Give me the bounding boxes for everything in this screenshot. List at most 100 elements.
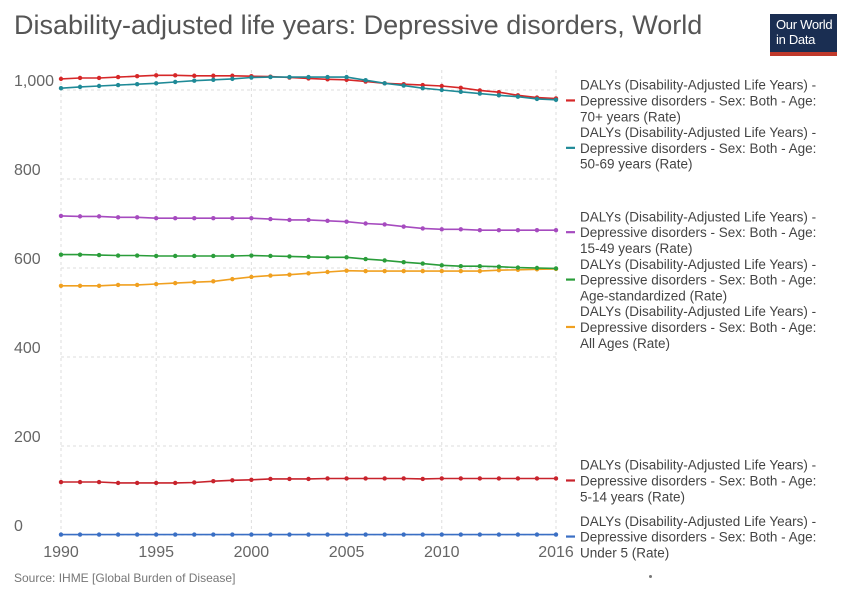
data-point[interactable]	[496, 268, 502, 273]
data-point[interactable]	[439, 476, 444, 481]
data-point[interactable]	[268, 476, 273, 482]
data-point[interactable]	[458, 264, 464, 269]
data-point[interactable]	[553, 532, 559, 537]
data-point[interactable]	[173, 532, 178, 537]
data-point[interactable]	[515, 476, 521, 481]
data-point[interactable]	[306, 271, 311, 276]
data-point[interactable]	[401, 224, 406, 229]
data-point[interactable]	[458, 532, 464, 537]
data-point[interactable]	[325, 74, 330, 80]
data-point[interactable]	[173, 480, 178, 486]
data-point[interactable]	[134, 74, 140, 79]
data-point[interactable]	[496, 532, 502, 537]
data-point[interactable]	[115, 282, 121, 288]
data-point[interactable]	[306, 217, 311, 223]
data-point[interactable]	[96, 479, 102, 485]
data-point[interactable]	[496, 90, 502, 95]
data-point[interactable]	[211, 215, 216, 221]
data-point[interactable]	[96, 75, 102, 81]
data-point[interactable]	[287, 217, 292, 223]
data-point[interactable]	[58, 479, 64, 485]
legend-item-4[interactable]: DALYs (Disability-Adjusted Life Years) -…	[566, 257, 816, 304]
data-point[interactable]	[325, 218, 330, 224]
data-point[interactable]	[153, 480, 159, 486]
data-point[interactable]	[268, 216, 273, 222]
data-point[interactable]	[344, 268, 349, 273]
data-point[interactable]	[96, 532, 102, 537]
data-point[interactable]	[553, 266, 559, 271]
data-point[interactable]	[382, 268, 387, 274]
data-point[interactable]	[496, 93, 502, 98]
data-point[interactable]	[77, 532, 83, 537]
data-point[interactable]	[287, 254, 292, 259]
data-point[interactable]	[249, 215, 254, 221]
data-point[interactable]	[363, 268, 368, 274]
data-point[interactable]	[153, 532, 159, 537]
data-point[interactable]	[401, 83, 406, 88]
data-point[interactable]	[153, 253, 159, 259]
data-point[interactable]	[173, 79, 178, 85]
data-point[interactable]	[477, 264, 483, 269]
series-4[interactable]	[58, 252, 559, 271]
data-point[interactable]	[230, 532, 235, 537]
data-point[interactable]	[344, 74, 349, 80]
data-point[interactable]	[96, 83, 102, 89]
data-point[interactable]	[153, 281, 159, 287]
data-point[interactable]	[192, 480, 197, 485]
series-2[interactable]	[58, 213, 559, 233]
data-point[interactable]	[96, 283, 102, 288]
data-point[interactable]	[173, 280, 178, 286]
data-point[interactable]	[153, 81, 159, 86]
data-point[interactable]	[325, 255, 330, 260]
data-point[interactable]	[344, 476, 349, 481]
data-point[interactable]	[306, 532, 311, 537]
data-point[interactable]	[420, 476, 425, 482]
data-point[interactable]	[382, 258, 387, 263]
data-point[interactable]	[96, 252, 102, 258]
data-point[interactable]	[268, 74, 273, 80]
data-point[interactable]	[115, 253, 121, 258]
data-point[interactable]	[515, 265, 521, 270]
series-6[interactable]	[58, 532, 559, 537]
data-point[interactable]	[306, 254, 311, 260]
data-point[interactable]	[382, 222, 387, 227]
data-point[interactable]	[192, 73, 197, 78]
legend-item-2[interactable]: DALYs (Disability-Adjusted Life Years) -…	[566, 209, 816, 256]
data-point[interactable]	[439, 532, 444, 537]
data-point[interactable]	[211, 77, 216, 82]
data-point[interactable]	[115, 480, 121, 486]
data-point[interactable]	[458, 476, 464, 481]
data-point[interactable]	[134, 282, 140, 288]
data-point[interactable]	[211, 253, 216, 259]
data-point[interactable]	[211, 279, 216, 284]
data-point[interactable]	[287, 74, 292, 80]
data-point[interactable]	[534, 96, 540, 102]
data-point[interactable]	[325, 269, 330, 275]
data-point[interactable]	[325, 476, 330, 481]
legend-item-1[interactable]: DALYs (Disability-Adjusted Life Years) -…	[566, 125, 816, 172]
data-point[interactable]	[439, 83, 444, 89]
data-point[interactable]	[458, 89, 464, 94]
legend-item-5[interactable]: DALYs (Disability-Adjusted Life Years) -…	[566, 458, 816, 505]
data-point[interactable]	[515, 532, 521, 537]
owid-logo[interactable]: Our World in Data	[770, 14, 837, 56]
data-point[interactable]	[534, 227, 540, 233]
data-point[interactable]	[192, 215, 197, 221]
data-point[interactable]	[58, 283, 64, 288]
series-3[interactable]	[58, 266, 559, 288]
data-point[interactable]	[534, 532, 540, 537]
data-point[interactable]	[439, 227, 444, 232]
data-point[interactable]	[249, 274, 254, 280]
data-point[interactable]	[211, 73, 216, 78]
data-point[interactable]	[134, 532, 140, 537]
data-point[interactable]	[96, 214, 102, 219]
data-point[interactable]	[382, 81, 387, 86]
data-point[interactable]	[553, 97, 559, 102]
data-point[interactable]	[77, 479, 83, 485]
series-5[interactable]	[58, 476, 559, 486]
data-point[interactable]	[268, 532, 273, 537]
data-point[interactable]	[192, 532, 197, 537]
data-point[interactable]	[477, 91, 483, 96]
data-point[interactable]	[306, 476, 311, 482]
data-point[interactable]	[230, 215, 235, 221]
